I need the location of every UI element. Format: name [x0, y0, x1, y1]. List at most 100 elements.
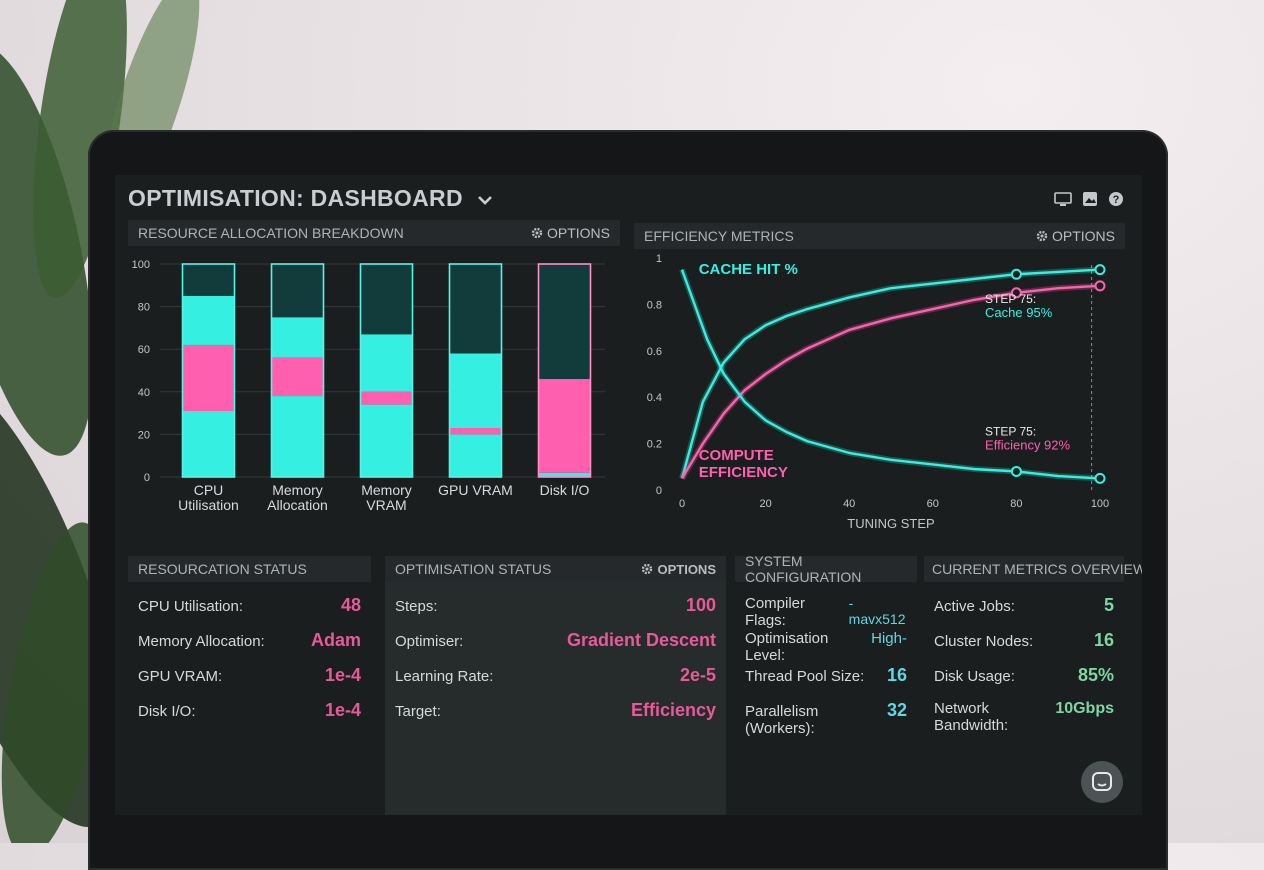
help-icon[interactable]: ?	[1108, 191, 1124, 207]
x-tick-label: GPU VRAM	[438, 482, 513, 498]
stat-label: Disk I/O:	[138, 703, 196, 720]
system-configuration-title: SYSTEM CONFIGURATION	[745, 553, 862, 585]
chat-button[interactable]	[1081, 761, 1123, 803]
current-metrics-panel: CURRENT METRICS OVERVIEW Active Jobs: 5 C…	[924, 556, 1142, 815]
stat-row: Steps: 100	[385, 595, 726, 616]
stat-row: Cluster Nodes: 16	[924, 630, 1124, 651]
system-configuration-panel: SYSTEM CONFIGURATION Compiler Flags: -mav…	[735, 553, 917, 815]
efficiency-options-label: OPTIONS	[1051, 228, 1115, 244]
stat-row: Compiler Flags: -mavx512	[735, 595, 917, 629]
series-label: COMPUTE	[699, 447, 774, 464]
bar-segment	[538, 472, 591, 477]
y-tick-label: 0.8	[647, 299, 662, 311]
stat-value: 1e-4	[324, 665, 361, 685]
annotation-label: STEP 75:	[985, 424, 1036, 438]
series-line	[680, 284, 1101, 480]
efficiency-line-chart: 0 0.2 0.4 0.6 0.8 1 0 20 40 60 80 100 TUNING STEP CAC…	[647, 253, 1109, 531]
stat-label: Thread Pool Size:	[745, 668, 865, 685]
stat-value: 100	[685, 595, 716, 615]
bar-segment	[182, 264, 235, 296]
bar-segment	[182, 344, 235, 411]
bar-segment	[182, 295, 235, 345]
x-tick-label: Memory	[361, 482, 412, 498]
stat-value: 1e-4	[324, 700, 361, 720]
x-tick-label: CPU	[194, 482, 224, 498]
resource-bar-chart: 020406080100CPUUtilisationMemoryAllocati…	[132, 259, 605, 513]
bar-segment	[182, 410, 235, 477]
stat-value: Adam	[310, 630, 361, 650]
stat-label: Compiler Flags:	[745, 595, 806, 629]
stat-label: CPU Utilisation:	[138, 598, 244, 615]
bar-segment	[360, 264, 413, 335]
resourcation-status-panel: RESOURCATION STATUS CPU Utilisation: 48 M…	[128, 556, 371, 815]
y-tick-label: 1	[656, 253, 662, 265]
bar-segment	[360, 391, 413, 405]
bar-outline	[448, 263, 503, 478]
y-tick-label: 80	[138, 302, 150, 314]
x-tick-label: 0	[679, 498, 685, 510]
x-tick-label: Disk I/O	[540, 482, 590, 498]
annotation-value: Efficiency 92%	[985, 437, 1070, 452]
stat-label: Memory Allocation:	[138, 633, 265, 650]
optimisation-options-button[interactable]: OPTIONS	[641, 562, 716, 577]
x-tick-label: 60	[927, 498, 939, 510]
stat-value: 2e-5	[679, 665, 716, 685]
bar-segment	[360, 334, 413, 392]
optimisation-options-label: OPTIONS	[657, 561, 716, 577]
stat-value: Efficiency	[630, 700, 716, 720]
gear-icon	[1036, 230, 1048, 242]
bar-segment	[271, 357, 324, 397]
stat-value: 48	[340, 595, 361, 615]
stat-label: Optimisation Level:	[745, 630, 829, 664]
monitor-icon[interactable]	[1054, 191, 1072, 207]
stat-row: Network Bandwidth: 10Gbps	[924, 700, 1124, 734]
bar-segment	[271, 264, 324, 318]
y-tick-label: 60	[138, 344, 150, 356]
bar-segment	[360, 404, 413, 477]
chevron-down-icon[interactable]	[476, 193, 494, 207]
resource-panel-header: RESOURCE ALLOCATION BREAKDOWN OPTIONS	[128, 220, 620, 246]
stat-label: Steps:	[395, 598, 438, 615]
stat-value: 32	[886, 700, 907, 720]
stat-label: Cluster Nodes:	[934, 633, 1034, 650]
stat-row: GPU VRAM: 1e-4	[128, 665, 371, 686]
stat-value: 10Gbps	[1055, 700, 1114, 717]
y-tick-label: 0	[656, 485, 662, 497]
y-tick-label: 100	[132, 259, 150, 271]
y-tick-label: 20	[138, 429, 150, 441]
efficiency-options-button[interactable]: OPTIONS	[1036, 228, 1115, 244]
annotation-label: STEP 75:	[985, 292, 1036, 306]
page-title[interactable]: OPTIMISATION: DASHBOARD	[128, 185, 494, 212]
stat-row: CPU Utilisation: 48	[128, 595, 371, 616]
bar-outline	[270, 263, 325, 478]
stat-label: Learning Rate:	[395, 668, 494, 685]
bar-segment	[538, 264, 591, 380]
bar-segment	[449, 428, 502, 435]
x-tick-label: VRAM	[366, 497, 406, 513]
series-marker	[1010, 465, 1022, 477]
gear-icon	[531, 227, 543, 239]
series-marker	[1094, 264, 1106, 276]
series-marker	[1094, 280, 1106, 292]
series-marker	[1010, 287, 1022, 299]
bar-outline	[359, 263, 414, 478]
optimisation-status-title: OPTIMISATION STATUS	[395, 561, 552, 577]
image-icon[interactable]	[1082, 191, 1098, 207]
stat-value: 85%	[1077, 665, 1114, 685]
series-marker	[1010, 268, 1022, 280]
bar-outline	[181, 263, 236, 478]
x-tick-label: Utilisation	[178, 497, 239, 513]
y-tick-label: 40	[138, 387, 150, 399]
stat-row: Active Jobs: 5	[924, 595, 1124, 616]
resource-options-label: OPTIONS	[546, 225, 610, 241]
resource-options-button[interactable]: OPTIONS	[531, 225, 610, 241]
current-metrics-header: CURRENT METRICS OVERVIEW	[924, 556, 1142, 582]
efficiency-panel-header: EFFICIENCY METRICS OPTIONS	[634, 223, 1125, 249]
stat-value: 5	[1103, 595, 1114, 615]
bar-segment	[271, 396, 324, 477]
x-tick-label: 80	[1010, 498, 1022, 510]
bar-outline	[537, 263, 592, 478]
stat-row: Disk Usage: 85%	[924, 665, 1124, 686]
x-tick-label: 20	[759, 498, 771, 510]
top-icon-bar: ?	[1054, 191, 1124, 207]
